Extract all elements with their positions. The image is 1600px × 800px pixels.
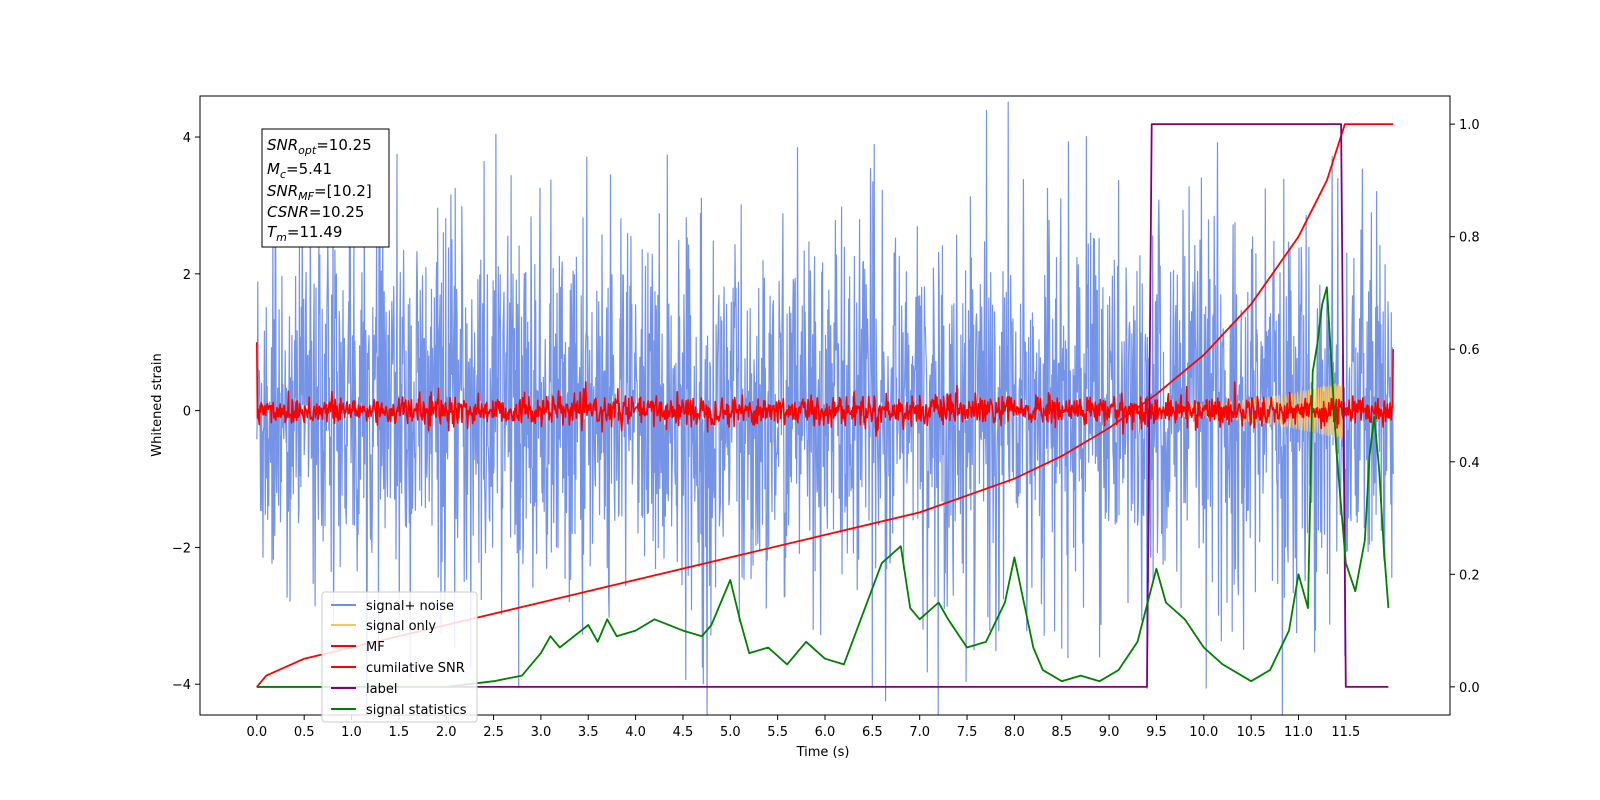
- x-tick-label-5: 2.5: [483, 725, 504, 740]
- x-axis-label: Time (s): [796, 745, 850, 760]
- annotation-line-3: SNRMF=[10.2]: [267, 182, 372, 203]
- y-tick-label-2: 0: [183, 405, 191, 420]
- x-tick-label-20: 10.0: [1189, 725, 1218, 740]
- x-tick-label-19: 9.5: [1146, 725, 1167, 740]
- y-tick-label-3: 2: [183, 268, 191, 283]
- y2-tick-label-2: 0.4: [1459, 456, 1480, 471]
- x-tick-label-17: 8.5: [1051, 725, 1072, 740]
- series-signal-noise: [256, 101, 1394, 715]
- legend: signal+ noise signal only MF cumilative …: [321, 591, 478, 723]
- y2-tick-label-3: 0.6: [1459, 343, 1480, 358]
- legend-label-signal-statistics: signal statistics: [366, 703, 467, 718]
- y2-tick-label-4: 0.8: [1459, 231, 1480, 246]
- x-tick-label-8: 4.0: [625, 725, 646, 740]
- series-mf: [256, 342, 1394, 437]
- legend-label-label: label: [366, 682, 397, 697]
- annotation-box: SNRopt=10.25 Mc=5.41 SNRMF=[10.2] CSNR=1…: [261, 128, 390, 248]
- y-tick-label-4: 4: [183, 131, 191, 146]
- annotation-line-2: Mc=5.41: [267, 160, 332, 181]
- y-axis-label: Whitened strain: [150, 353, 165, 456]
- x-tick-label-10: 5.0: [720, 725, 741, 740]
- x-tick-label-12: 6.0: [815, 725, 836, 740]
- x-axis: 0.0 0.5 1.0 1.5 2.0 2.5 3.0 3.5 4.0 4.5 5.0 5.5 6.0 6…: [246, 715, 1360, 740]
- legend-label-signal-noise: signal+ noise: [366, 599, 454, 614]
- x-tick-label-7: 3.5: [578, 725, 599, 740]
- x-tick-label-9: 4.5: [673, 725, 694, 740]
- annotation-line-4: CSNR=10.25: [267, 203, 364, 221]
- x-tick-label-14: 7.0: [909, 725, 930, 740]
- y2-tick-label-0: 0.0: [1459, 681, 1480, 696]
- x-tick-label-0: 0.0: [246, 725, 267, 740]
- x-tick-label-4: 2.0: [436, 725, 457, 740]
- x-tick-label-11: 5.5: [767, 725, 788, 740]
- annotation-line-5: Tm=11.49: [267, 223, 342, 244]
- y2-tick-label-5: 1.0: [1459, 118, 1480, 133]
- x-tick-label-15: 7.5: [957, 725, 978, 740]
- x-tick-label-21: 10.5: [1237, 725, 1266, 740]
- y-axis-left: −4 −2 0 2 4: [172, 131, 200, 693]
- legend-label-signal-only: signal only: [366, 619, 436, 634]
- y2-tick-label-1: 0.2: [1459, 568, 1480, 583]
- x-tick-label-22: 11.0: [1284, 725, 1313, 740]
- x-tick-label-6: 3.0: [531, 725, 552, 740]
- x-tick-label-18: 9.0: [1099, 725, 1120, 740]
- x-tick-label-13: 6.5: [862, 725, 883, 740]
- y-tick-label-1: −2: [172, 541, 191, 556]
- y-tick-label-0: −4: [172, 678, 191, 693]
- legend-label-cumulative-snr: cumilative SNR: [366, 661, 465, 676]
- series-signal-statistics: [256, 286, 1390, 688]
- x-tick-label-23: 11.5: [1331, 725, 1360, 740]
- x-tick-label-16: 8.0: [1004, 725, 1025, 740]
- annotation-line-1: SNRopt=10.25: [267, 136, 372, 157]
- y-axis-right: 0.0 0.2 0.4 0.6 0.8 1.0: [1450, 118, 1480, 696]
- legend-label-mf: MF: [366, 640, 385, 655]
- x-tick-label-3: 1.5: [389, 725, 410, 740]
- x-tick-label-2: 1.0: [341, 725, 362, 740]
- x-tick-label-1: 0.5: [294, 725, 315, 740]
- series-label: [256, 123, 1389, 688]
